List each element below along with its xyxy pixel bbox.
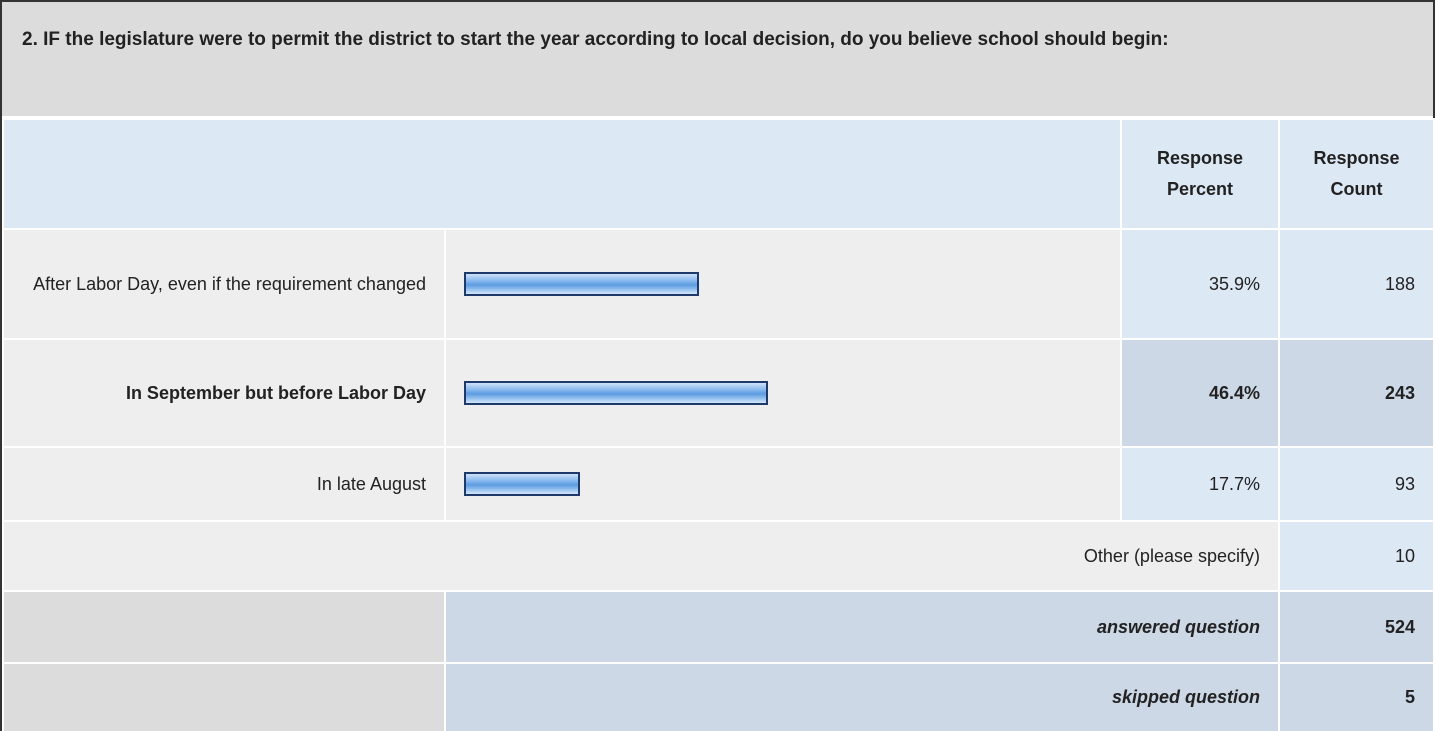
skipped-row: skipped question 5 <box>2 662 1435 731</box>
percent-bar <box>464 381 768 405</box>
other-row: Other (please specify) 10 <box>2 520 1435 592</box>
percent-bar <box>464 272 700 296</box>
answer-label: In September but before Labor Day <box>2 338 446 448</box>
answered-row: answered question 524 <box>2 590 1435 664</box>
question-title: 2. IF the legislature were to permit the… <box>2 2 1433 118</box>
header-row: Response Percent Response Count <box>2 118 1435 230</box>
response-percent: 35.9% <box>1120 228 1280 340</box>
response-count: 93 <box>1278 446 1435 522</box>
answer-rows: After Labor Day, even if the requirement… <box>2 228 1435 522</box>
other-label: Other (please specify) <box>2 520 1280 592</box>
answer-row: In late August 17.7% 93 <box>2 446 1435 522</box>
response-percent: 17.7% <box>1120 446 1280 522</box>
answer-label: After Labor Day, even if the requirement… <box>2 228 446 340</box>
answer-label: In late August <box>2 446 446 522</box>
bar-cell <box>444 228 1122 340</box>
skipped-count: 5 <box>1278 662 1435 731</box>
header-percent: Response Percent <box>1120 118 1280 230</box>
header-blank <box>2 118 1122 230</box>
response-percent: 46.4% <box>1120 338 1280 448</box>
answered-blank <box>2 590 446 664</box>
header-count: Response Count <box>1278 118 1435 230</box>
answered-count: 524 <box>1278 590 1435 664</box>
bar-cell <box>444 446 1122 522</box>
answer-row: After Labor Day, even if the requirement… <box>2 228 1435 340</box>
skipped-blank <box>2 662 446 731</box>
answered-label: answered question <box>444 590 1280 664</box>
response-count: 243 <box>1278 338 1435 448</box>
skipped-label: skipped question <box>444 662 1280 731</box>
response-count: 188 <box>1278 228 1435 340</box>
answer-row: In September but before Labor Day 46.4% 24… <box>2 338 1435 448</box>
bar-cell <box>444 338 1122 448</box>
percent-bar <box>464 472 580 496</box>
other-count: 10 <box>1278 520 1435 592</box>
results-table: Response Percent Response Count After La… <box>2 118 1435 731</box>
